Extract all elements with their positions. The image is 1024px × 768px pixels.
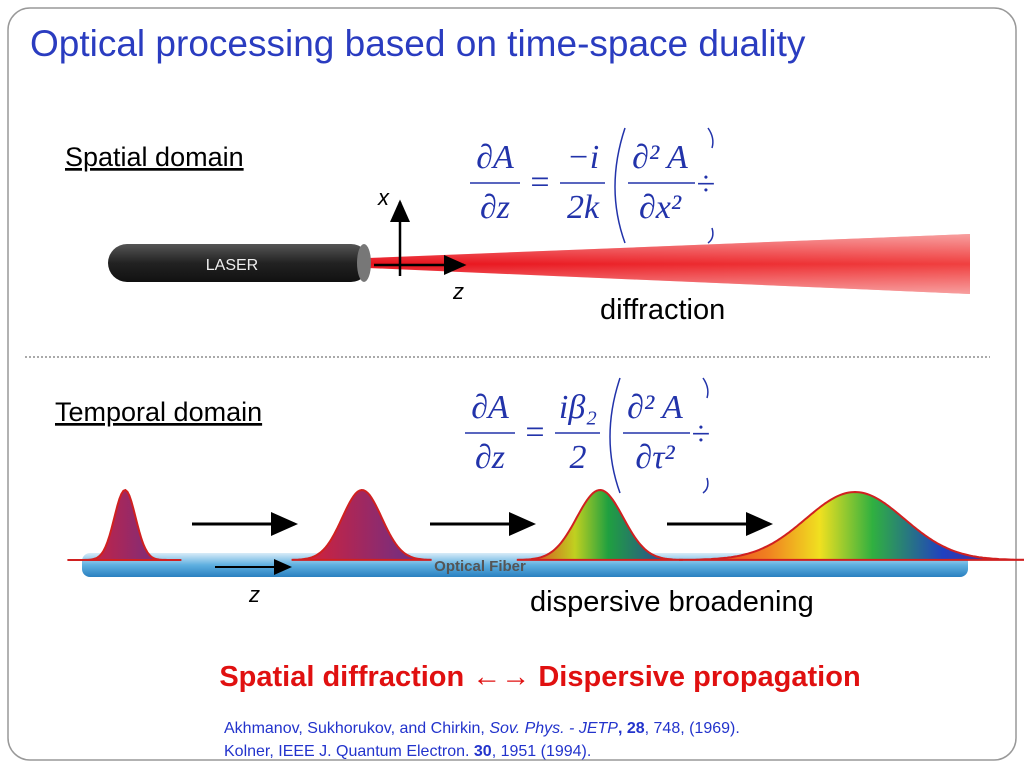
equation-term: 2k [567,189,600,226]
section-label: Temporal domain [55,397,262,427]
slide-border [7,7,1017,761]
ref-journal: Sov. Phys. - JETP [489,720,618,737]
laser-label: LASER [206,257,258,274]
conclusion-left: Spatial diffraction [219,661,464,693]
pulse [291,488,432,561]
equation-term: ∂z [480,189,510,226]
equation-term: ÷ [697,166,716,203]
laser [108,244,370,282]
paren [707,127,714,244]
title: Optical processing based on time-space d… [30,23,806,64]
equation-term: ∂² A [627,389,683,426]
ref-volume: , 28 [618,720,645,737]
pulse [516,488,683,561]
equation-term: = [525,414,544,451]
axis-label: z [452,279,464,304]
paren [702,377,709,494]
equation-term: ∂z [475,439,505,476]
paren [614,127,626,244]
axis-label: x [377,185,390,210]
equation-term: ∂A [471,389,509,426]
reference: Akhmanov, Sukhorukov, and Chirkin, Sov. … [224,720,740,737]
equation-term: 2 [570,439,587,476]
conclusion-arrows: ←→ [472,661,530,693]
reference: Kolner, IEEE J. Quantum Electron. 30, 19… [224,743,591,760]
equation-term: ∂² A [632,139,688,176]
ref-volume: 30 [474,743,492,760]
equation-term: ∂τ² [635,439,675,476]
laser-end [357,244,371,282]
conclusion-right: Dispersive propagation [538,661,860,693]
ref-text: Akhmanov, Sukhorukov, and Chirkin, [224,720,489,737]
section-label: Spatial domain [65,142,244,172]
ref-text: Kolner, IEEE J. Quantum Electron. [224,743,474,760]
conclusion: Spatial diffraction ←→ Dispersive propag… [219,661,860,693]
equation-term: = [530,164,549,201]
beam-shade [368,234,970,294]
ref-text: , 748, (1969). [645,720,740,737]
equation-term: ∂x² [639,189,682,226]
pulse [679,490,1024,561]
ref-text: , 1951 (1994). [492,743,592,760]
equation-term: ∂A [476,139,514,176]
pulse [67,488,182,561]
equation-term: iβ₂ [559,389,597,426]
caption: dispersive broadening [530,586,814,618]
equation-term: ÷ [692,416,711,453]
equation-term: −i [567,139,599,176]
paren [609,377,621,494]
axis-label: z [248,582,260,607]
fiber-label: Optical Fiber [434,558,526,575]
caption: diffraction [600,294,725,326]
